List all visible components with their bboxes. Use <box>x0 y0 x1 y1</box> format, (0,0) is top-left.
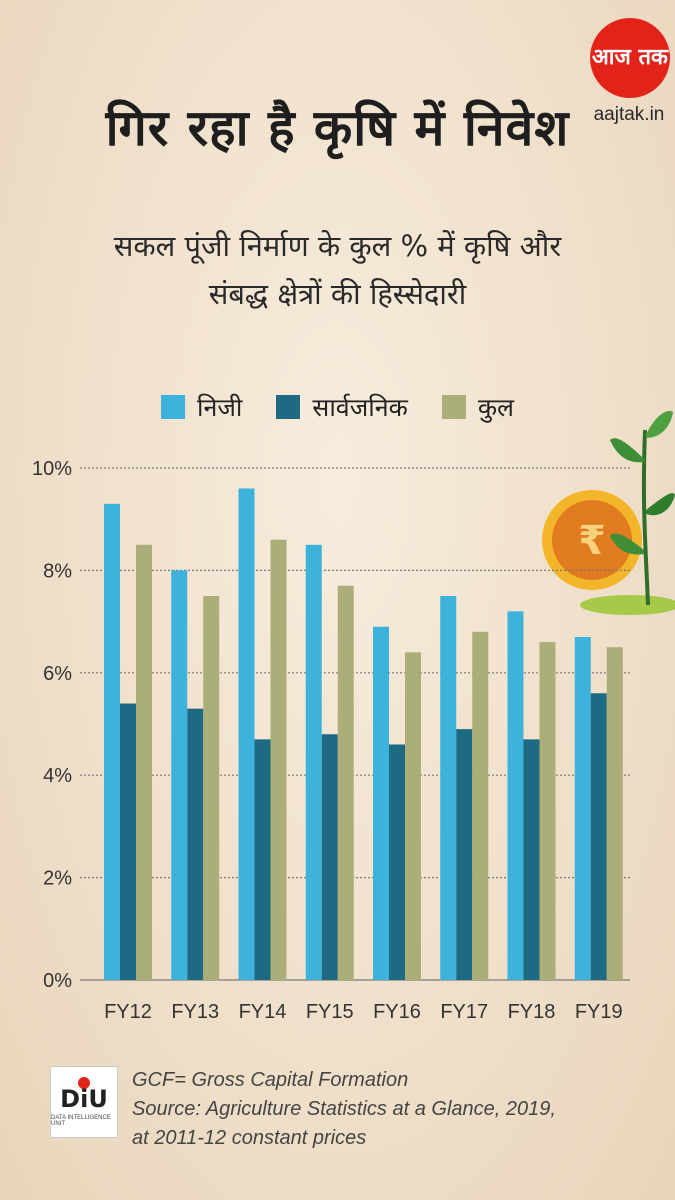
subtitle-line-1: सकल पूंजी निर्माण के कुल % में कृषि और <box>113 229 562 263</box>
legend-label-public: सार्वजनिक <box>312 393 408 422</box>
source-note: GCF= Gross Capital Formation Source: Agr… <box>132 1066 652 1153</box>
bar-fy14-series-0 <box>238 488 255 980</box>
legend-swatch-private <box>161 395 186 419</box>
footer-line-2: Source: Agriculture Statistics at a Glan… <box>132 1098 556 1120</box>
bar-fy19-series-1 <box>590 693 607 980</box>
bar-fy13-series-1 <box>187 708 204 980</box>
footer-line-3: at 2011-12 constant prices <box>132 1127 367 1149</box>
subtitle-line-2: संबद्ध क्षेत्रों की हिस्सेदारी <box>208 277 467 311</box>
aajtak-logo-mark: आज तक <box>590 18 670 98</box>
x-tick-label: FY19 <box>575 1001 623 1023</box>
bar-fy17-series-2 <box>472 631 489 980</box>
legend-swatch-public <box>276 395 301 419</box>
bar-fy14-series-2 <box>270 539 287 980</box>
leaf-icon <box>610 533 644 555</box>
y-tick-label: 2% <box>43 868 72 890</box>
legend-item-total: कुल <box>441 390 514 424</box>
aajtak-logo[interactable]: आज तक aajtak.in <box>590 18 672 128</box>
bar-fy12-series-1 <box>120 703 136 980</box>
diu-text: DiU <box>60 1085 108 1113</box>
legend-item-public: सार्वजनिक <box>276 390 408 424</box>
bar-fy14-series-1 <box>254 739 271 980</box>
bar-fy15-series-2 <box>337 585 354 980</box>
leaf-icon <box>646 493 675 516</box>
bar-fy18-series-1 <box>523 739 540 980</box>
y-tick-label: 8% <box>43 560 72 582</box>
page-title: गिर रहा है कृषि में निवेश <box>105 99 570 157</box>
bar-fy13-series-2 <box>203 596 220 980</box>
grass-mound <box>580 595 675 615</box>
chart-subtitle: सकल पूंजी निर्माण के कुल % में कृषि और स… <box>60 222 615 318</box>
diu-logo: DiU DATA INTELLIGENCE UNIT <box>50 1066 118 1138</box>
coin-plant-illustration: ₹ <box>542 410 675 615</box>
chart-legend: निजी सार्वजनिक कुल <box>0 390 675 424</box>
bar-fy16-series-1 <box>389 744 405 980</box>
diu-dot-icon <box>78 1077 90 1089</box>
bar-fy19-series-2 <box>606 647 623 980</box>
y-tick-label: 4% <box>43 765 72 787</box>
legend-label-total: कुल <box>477 393 514 422</box>
footer-line-1: GCF= Gross Capital Formation <box>132 1069 409 1091</box>
plant-stem <box>641 429 650 606</box>
bar-fy15-series-0 <box>305 544 322 980</box>
x-tick-label: FY13 <box>171 1001 219 1023</box>
bar-fy17-series-0 <box>440 596 457 980</box>
legend-item-private: निजी <box>161 390 242 424</box>
bar-fy13-series-0 <box>171 570 188 980</box>
bar-fy12-series-2 <box>136 544 152 980</box>
x-tick-label: FY12 <box>104 1001 152 1023</box>
bar-chart: 0% 2% 4% 6% 8% 10% FY12 FY13 FY14 FY15 FY16 FY17 FY1… <box>32 458 630 1023</box>
rupee-icon: ₹ <box>578 518 606 564</box>
bar-fy16-series-2 <box>405 652 421 980</box>
bar-fy18-series-2 <box>539 642 556 980</box>
bar-fy19-series-0 <box>574 636 591 980</box>
bar-fy17-series-1 <box>456 729 473 980</box>
legend-label-private: निजी <box>197 393 243 422</box>
y-tick-label: 0% <box>43 970 72 992</box>
legend-swatch-total <box>441 395 466 419</box>
y-tick-label: 6% <box>43 663 72 685</box>
x-tick-label: FY16 <box>373 1001 421 1023</box>
leaf-icon <box>646 410 673 438</box>
x-tick-label: FY17 <box>440 1001 488 1023</box>
x-tick-label: FY14 <box>239 1001 287 1023</box>
y-tick-label: 10% <box>32 458 72 480</box>
x-tick-label: FY18 <box>508 1001 556 1023</box>
leaf-icon <box>610 438 645 463</box>
bar-fy15-series-1 <box>321 734 338 980</box>
x-tick-label: FY15 <box>306 1001 354 1023</box>
bar-fy16-series-0 <box>373 626 389 980</box>
aajtak-url: aajtak.in <box>593 104 665 125</box>
bar-fy18-series-0 <box>507 611 524 980</box>
coin-inner <box>552 500 632 580</box>
bar-fy12-series-0 <box>104 503 120 980</box>
diu-subtext: DATA INTELLIGENCE UNIT <box>51 1115 111 1127</box>
